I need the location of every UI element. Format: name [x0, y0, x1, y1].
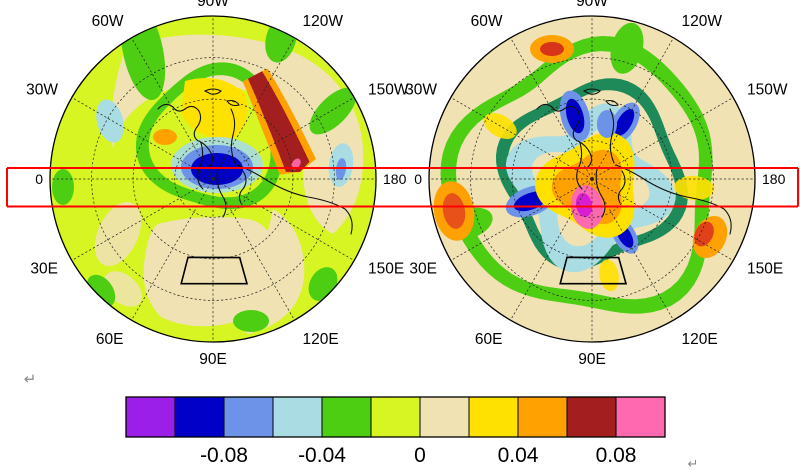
svg-text:0: 0: [414, 444, 426, 467]
svg-text:30W: 30W: [405, 82, 437, 99]
svg-text:-0.08: -0.08: [200, 444, 248, 467]
svg-text:180: 180: [762, 171, 786, 187]
svg-text:90E: 90E: [578, 351, 606, 368]
svg-text:-0.04: -0.04: [298, 444, 346, 467]
svg-text:60E: 60E: [475, 331, 503, 348]
svg-text:0: 0: [414, 171, 422, 187]
svg-text:150E: 150E: [747, 261, 783, 278]
svg-text:30E: 30E: [30, 261, 58, 278]
svg-text:180: 180: [383, 171, 407, 187]
svg-text:120W: 120W: [303, 13, 344, 30]
svg-text:120E: 120E: [303, 331, 339, 348]
svg-text:90E: 90E: [199, 351, 227, 368]
svg-text:↵: ↵: [688, 456, 699, 470]
svg-text:150W: 150W: [747, 82, 788, 99]
svg-text:30W: 30W: [26, 82, 58, 99]
svg-text:120E: 120E: [682, 331, 718, 348]
svg-text:0.08: 0.08: [596, 444, 637, 467]
svg-text:90W: 90W: [576, 0, 608, 10]
svg-text:150E: 150E: [368, 261, 404, 278]
svg-text:150W: 150W: [368, 82, 409, 99]
svg-text:↵: ↵: [24, 371, 37, 388]
svg-text:0: 0: [35, 171, 43, 187]
svg-text:30E: 30E: [409, 261, 437, 278]
svg-text:60W: 60W: [92, 13, 124, 30]
svg-text:90W: 90W: [197, 0, 229, 10]
svg-text:60W: 60W: [471, 13, 503, 30]
svg-text:60E: 60E: [96, 331, 124, 348]
svg-text:120W: 120W: [682, 13, 723, 30]
svg-text:0.04: 0.04: [498, 444, 539, 467]
